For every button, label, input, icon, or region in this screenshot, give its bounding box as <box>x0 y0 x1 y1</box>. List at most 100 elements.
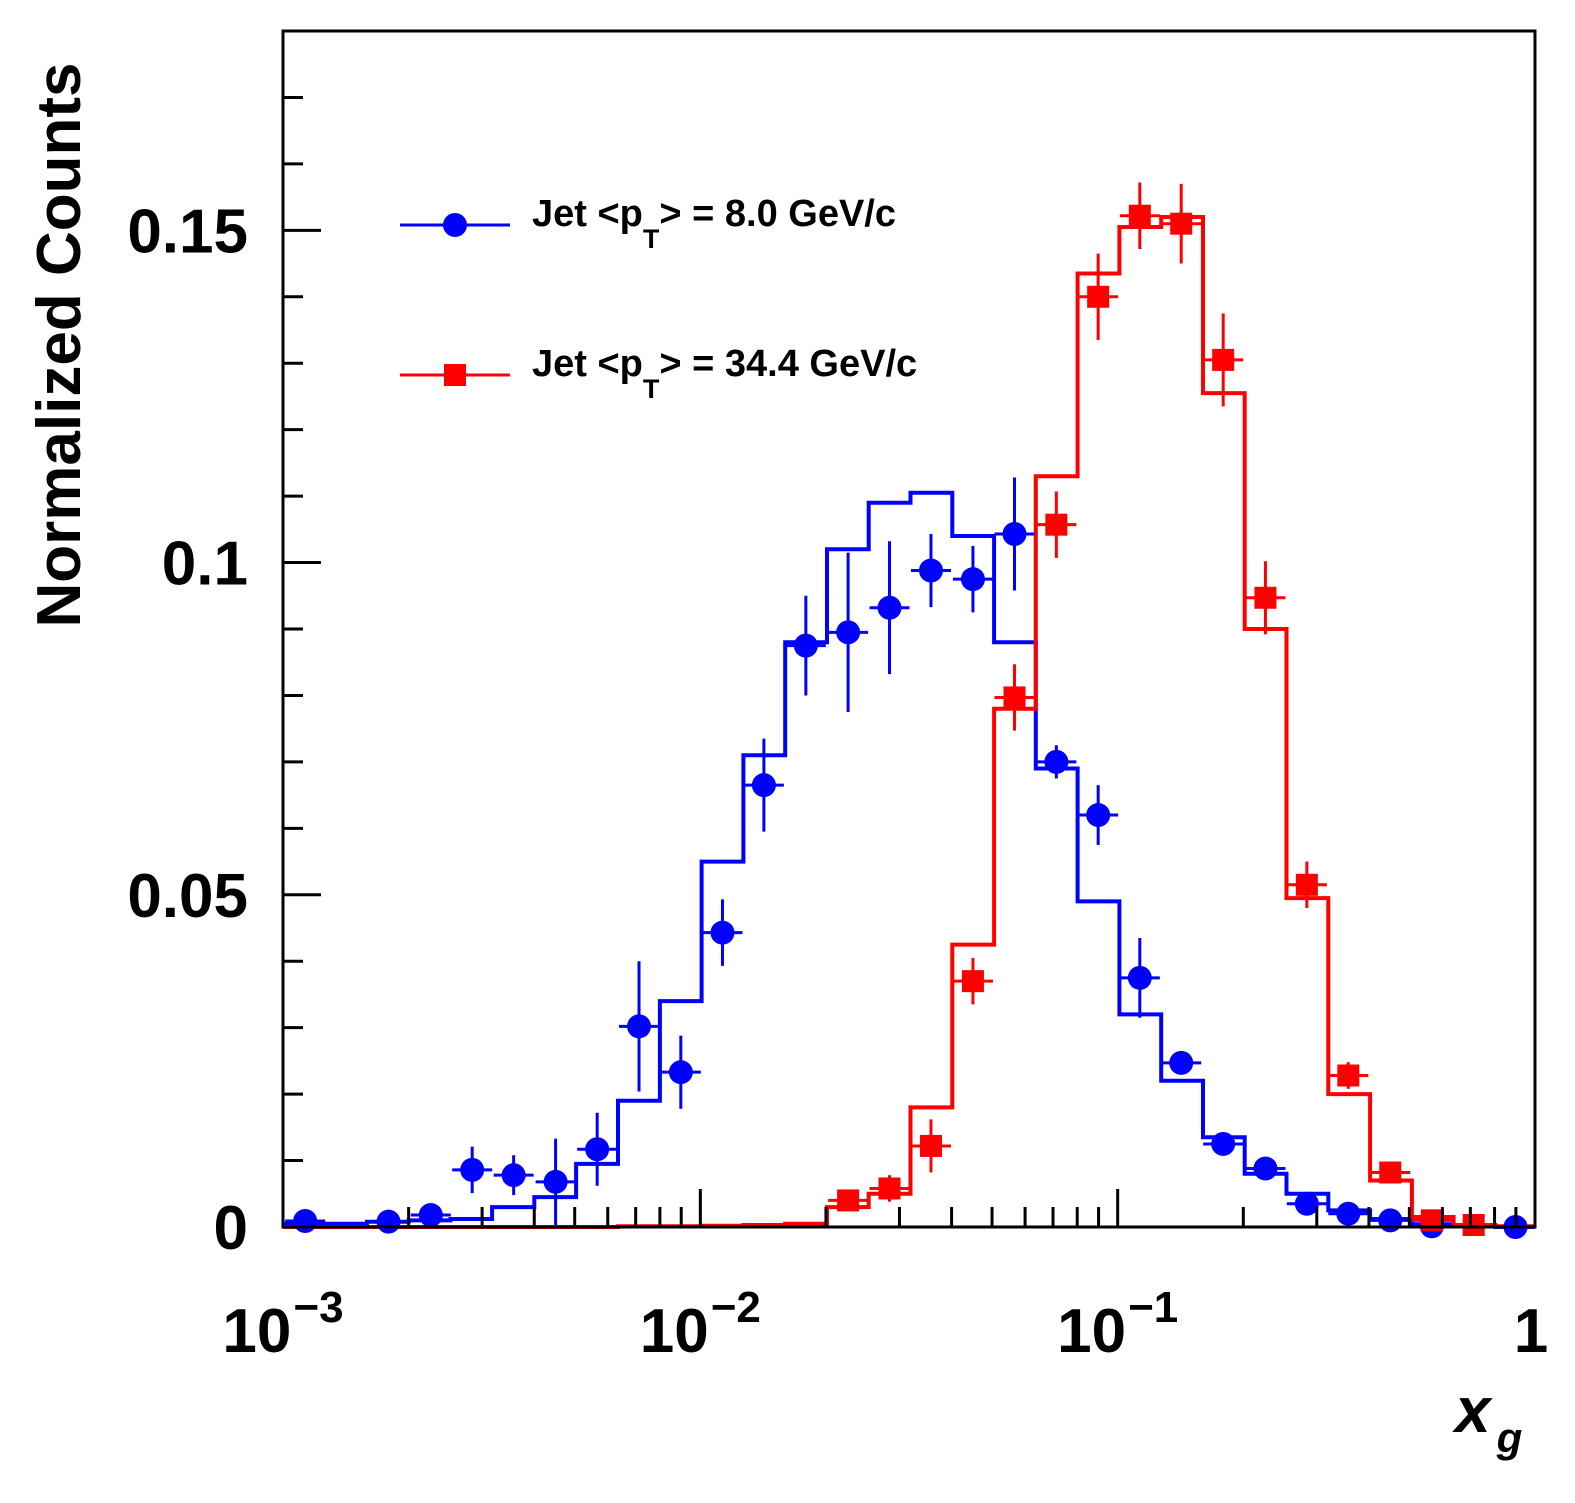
circle-marker <box>793 633 818 658</box>
circle-marker <box>418 1203 443 1228</box>
legend-square-marker <box>444 364 466 386</box>
x-tick-label: 10−2 <box>640 1283 761 1366</box>
square-marker <box>878 1177 901 1200</box>
data-point-series-1 <box>368 1209 409 1234</box>
x-axis-label-main: x <box>1452 1374 1493 1446</box>
data-point-series-1 <box>577 1112 618 1186</box>
circle-marker <box>1211 1131 1236 1156</box>
data-point-series-1 <box>535 1138 576 1226</box>
data-point-series-2 <box>1078 253 1119 340</box>
circle-marker <box>836 620 861 645</box>
axes-layer: 0 0.05 0.1 0.15 10−3 10−2 10−1 1 <box>127 95 1548 1366</box>
square-marker <box>1170 212 1193 235</box>
histogram-series-2 <box>283 215 1535 1229</box>
data-point-series-2 <box>1328 1062 1369 1089</box>
histogram-series-1 <box>283 490 1535 1229</box>
square-marker <box>1337 1064 1360 1087</box>
square-marker <box>919 1134 942 1157</box>
circle-marker <box>1378 1208 1403 1233</box>
x-tick-label: 10−3 <box>222 1283 343 1366</box>
data-point-series-1 <box>1286 1191 1327 1216</box>
y-tick-label: 0.15 <box>127 197 248 266</box>
data-point-series-2 <box>1119 182 1160 249</box>
circle-marker <box>918 558 943 583</box>
data-point-series-1 <box>410 1203 451 1228</box>
data-point-series-1 <box>660 1035 701 1109</box>
legend: Jet <pT> = 8.0 GeV/c Jet <pT> = 34.4 GeV/… <box>400 193 917 404</box>
square-marker <box>1045 513 1068 536</box>
circle-marker <box>585 1137 610 1162</box>
data-point-series-2 <box>910 1119 951 1173</box>
square-marker <box>1128 204 1151 227</box>
circle-marker <box>460 1157 485 1182</box>
circle-marker <box>1002 521 1027 546</box>
circle-marker <box>1294 1191 1319 1216</box>
data-point-series-2 <box>994 664 1035 731</box>
legend-label: Jet <pT> = 34.4 GeV/c <box>532 343 917 404</box>
square-marker <box>1379 1161 1402 1184</box>
legend-entry-1: Jet <pT> = 8.0 GeV/c <box>400 193 896 254</box>
y-tick-label: 0.05 <box>127 862 248 931</box>
y-tick-label: 0 <box>214 1194 248 1263</box>
circle-marker <box>960 567 985 592</box>
circle-marker <box>376 1209 401 1234</box>
x-tick-label: 10−1 <box>1057 1283 1178 1366</box>
data-point-series-1 <box>910 533 951 608</box>
circle-marker <box>668 1060 693 1085</box>
circle-marker <box>293 1209 318 1234</box>
data-point-series-1 <box>828 552 869 713</box>
data-point-series-1 <box>1161 1050 1202 1075</box>
circle-marker <box>1169 1050 1194 1075</box>
plot-frame <box>281 29 1537 1229</box>
legend-circle-marker <box>443 213 467 237</box>
data-point-series-1 <box>1119 937 1160 1018</box>
circle-marker <box>710 920 735 945</box>
circle-marker <box>1086 803 1111 828</box>
data-point-series-1 <box>1078 785 1119 845</box>
circle-marker <box>877 595 902 620</box>
square-marker <box>1003 686 1026 709</box>
circle-marker <box>501 1163 526 1188</box>
data-point-series-1 <box>1328 1201 1369 1226</box>
data-point-series-2 <box>1245 561 1286 635</box>
data-point-series-1 <box>285 1209 326 1234</box>
square-marker <box>961 970 984 993</box>
data-point-series-1 <box>1245 1156 1286 1181</box>
data-point-series-2 <box>952 957 993 1005</box>
data-point-series-1 <box>1036 745 1077 779</box>
data-points-layer <box>285 182 1536 1239</box>
data-point-series-2 <box>1286 861 1327 909</box>
circle-marker <box>1253 1156 1278 1181</box>
data-point-series-2 <box>1370 1161 1411 1184</box>
data-point-series-2 <box>1453 1214 1494 1237</box>
circle-marker <box>1044 749 1069 774</box>
data-point-series-1 <box>785 595 826 696</box>
data-point-series-1 <box>493 1155 534 1196</box>
data-point-series-1 <box>619 961 660 1092</box>
data-point-series-2 <box>828 1189 869 1212</box>
data-point-series-1 <box>952 545 993 613</box>
data-point-series-1 <box>869 541 910 675</box>
square-marker <box>1295 873 1318 896</box>
legend-entry-2: Jet <pT> = 34.4 GeV/c <box>400 343 917 404</box>
square-marker <box>1212 348 1235 371</box>
circle-marker <box>751 773 776 798</box>
data-point-series-2 <box>1036 491 1077 558</box>
circle-marker <box>1127 965 1152 990</box>
data-point-series-1 <box>994 477 1035 591</box>
data-point-series-1 <box>702 899 743 966</box>
circle-marker <box>543 1169 568 1194</box>
data-point-series-1 <box>1203 1131 1244 1156</box>
data-point-series-2 <box>1161 183 1202 264</box>
data-point-series-2 <box>1203 313 1244 407</box>
x-axis-label-subscript: g <box>1496 1414 1523 1461</box>
data-point-series-1 <box>452 1146 493 1194</box>
square-marker <box>1254 586 1277 609</box>
circle-marker <box>1336 1201 1361 1226</box>
square-marker <box>1087 285 1110 308</box>
circle-marker <box>627 1014 652 1039</box>
square-marker <box>1462 1214 1485 1237</box>
y-axis-label: Normalized Counts <box>25 63 94 628</box>
